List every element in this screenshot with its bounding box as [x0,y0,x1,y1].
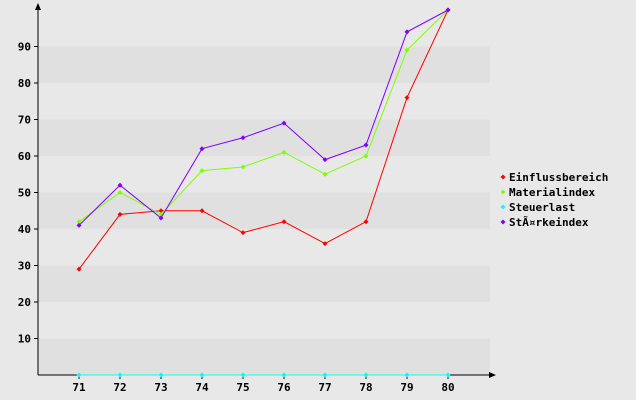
x-axis-ticks: 71 72 73 74 75 76 77 78 79 80 [72,375,455,394]
data-point [76,222,82,228]
y-tick-label: 60 [18,150,31,163]
data-point [117,190,123,195]
data-point [363,372,369,378]
grid-band [38,338,490,375]
data-point [199,168,205,174]
data-point [240,164,246,170]
data-point [363,142,369,148]
x-tick-label: 78 [359,381,372,394]
data-point [322,171,328,177]
data-point [117,182,123,188]
grid-band [38,10,490,47]
legend-label: Einflussbereich [509,171,608,184]
data-point [199,146,205,152]
x-tick-label: 71 [72,381,86,394]
y-tick-label: 90 [18,41,31,54]
data-point [281,149,287,155]
grid-bands [38,10,490,375]
legend-label: Materialindex [509,186,595,199]
grid-band [38,192,490,229]
x-tick-label: 80 [441,381,454,394]
series-lines [76,7,451,378]
data-point [363,219,369,225]
legend-label: StÃ¤rkeindex [509,216,589,229]
data-point [199,372,205,378]
data-point [445,372,451,378]
y-tick-label: 80 [18,77,31,90]
y-tick-label: 30 [18,260,31,273]
data-point [76,219,82,225]
x-axis-arrow [489,372,496,378]
grid-band [38,265,490,302]
data-point [404,47,410,53]
data-point [158,215,164,221]
series-line-0 [78,9,449,270]
data-point [445,7,451,13]
data-point [404,372,410,378]
y-axis-ticks: 10 20 30 40 50 60 70 80 90 [18,41,38,346]
data-point [158,372,164,378]
data-point [158,208,164,214]
grid-band [38,302,490,339]
legend-label: Steuerlast [509,201,575,214]
y-tick-label: 20 [18,296,31,309]
x-tick-label: 79 [400,381,413,394]
y-axis-arrow [35,3,41,10]
x-tick-label: 72 [113,381,126,394]
data-point [240,230,246,236]
series-line-3 [78,9,449,226]
data-point [281,120,287,126]
grid-band [38,46,490,83]
data-point [240,372,246,378]
legend-marker [500,219,506,225]
data-point [240,135,246,141]
grid-band [38,83,490,120]
x-tick-label: 77 [318,381,331,394]
x-tick-label: 75 [236,381,249,394]
data-point [404,95,410,101]
data-point [404,29,410,35]
data-point [281,372,287,378]
legend-marker [500,204,506,210]
x-tick-label: 74 [195,381,209,394]
grid-band [38,119,490,156]
x-tick-label: 73 [154,381,167,394]
data-point [117,372,123,378]
series-line-1 [78,9,449,223]
legend: Einflussbereich Materialindex Steuerlast St… [500,171,608,229]
data-point [322,157,328,163]
y-tick-label: 40 [18,223,31,236]
data-point [322,372,328,378]
data-point [281,219,287,225]
legend-marker [500,174,506,180]
data-point [76,266,82,272]
x-tick-label: 76 [277,381,291,394]
grid-band [38,156,490,193]
grid-band [38,229,490,266]
data-point [117,211,123,217]
y-tick-label: 10 [18,333,31,346]
legend-marker [500,189,506,195]
data-point [363,153,369,159]
data-point [322,241,328,247]
y-tick-label: 50 [18,187,31,200]
data-point [199,208,205,214]
y-tick-label: 70 [18,114,31,127]
data-point [76,372,82,378]
